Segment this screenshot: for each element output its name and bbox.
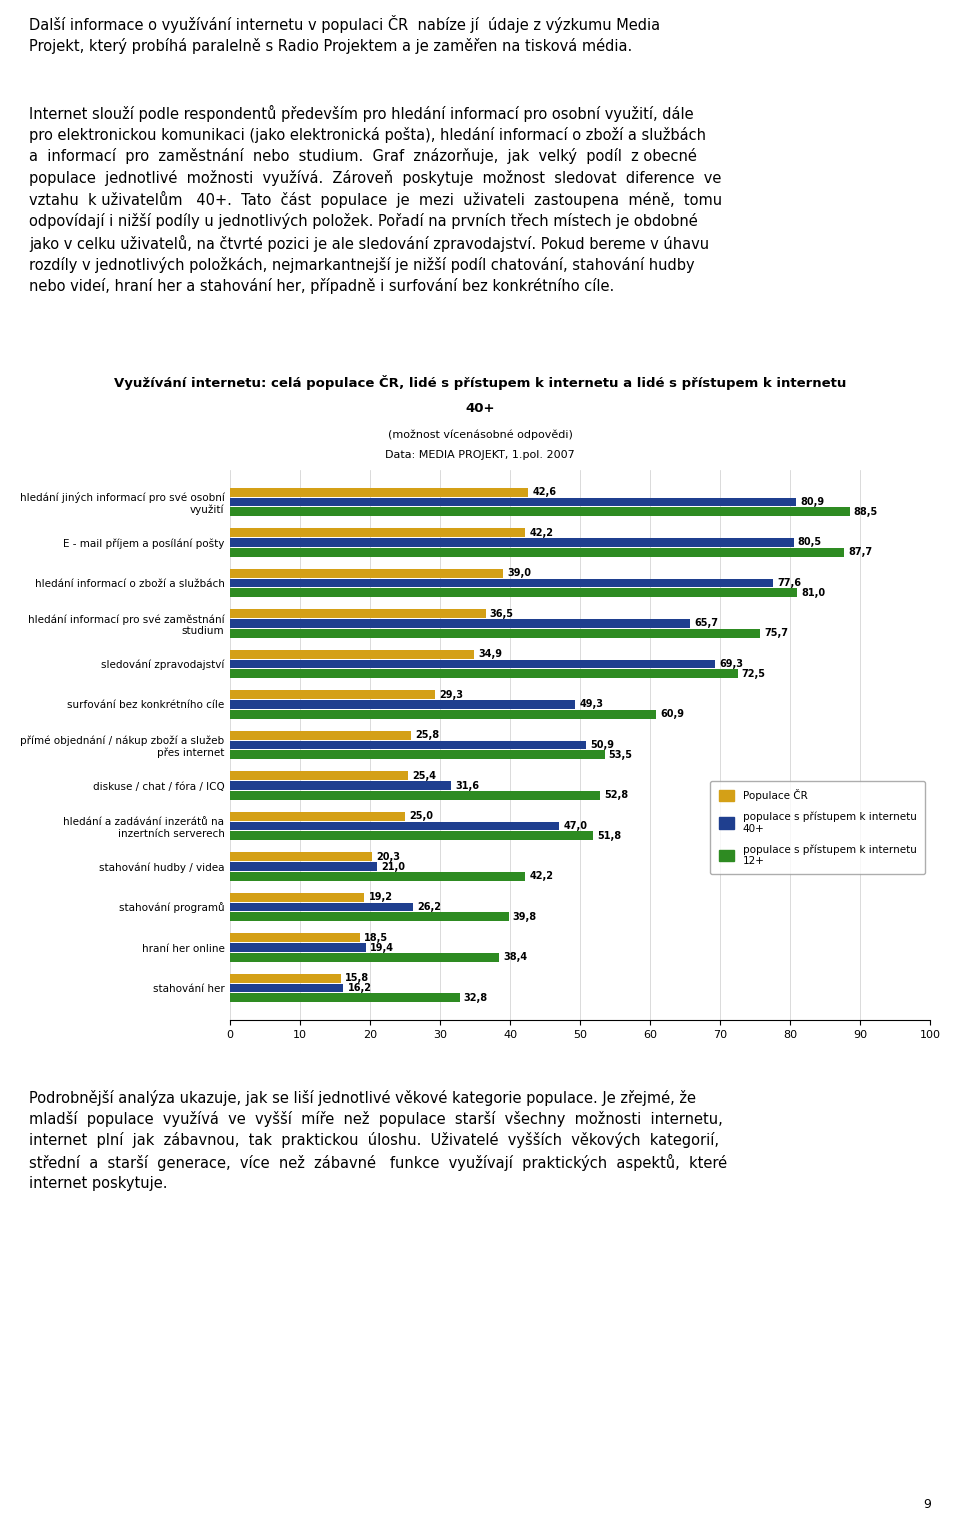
Bar — [230, 629, 760, 638]
Bar — [230, 943, 366, 952]
Text: 42,2: 42,2 — [530, 871, 554, 882]
Bar — [230, 812, 405, 821]
Text: 9: 9 — [924, 1497, 931, 1511]
Bar — [230, 740, 587, 749]
Bar — [230, 588, 797, 597]
Bar — [230, 579, 773, 588]
Bar — [230, 862, 377, 871]
Bar — [230, 487, 528, 496]
Text: 29,3: 29,3 — [440, 690, 464, 699]
Text: 49,3: 49,3 — [579, 699, 603, 710]
Text: 20,3: 20,3 — [376, 851, 400, 862]
Bar — [230, 973, 341, 982]
Text: 31,6: 31,6 — [455, 780, 479, 790]
Text: 18,5: 18,5 — [364, 932, 388, 943]
Bar — [230, 993, 460, 1002]
Bar — [230, 832, 592, 841]
Bar — [230, 690, 435, 699]
Text: Internet slouží podle respondentů především pro hledání informací pro osobní vyu: Internet slouží podle respondentů předev… — [29, 105, 722, 294]
Text: 51,8: 51,8 — [597, 830, 621, 841]
Bar — [230, 853, 372, 860]
Text: 19,2: 19,2 — [369, 892, 393, 902]
Text: 60,9: 60,9 — [660, 710, 684, 719]
Text: 53,5: 53,5 — [609, 749, 633, 760]
Text: 26,2: 26,2 — [418, 902, 442, 912]
Text: 65,7: 65,7 — [694, 618, 718, 629]
Bar — [230, 781, 451, 790]
Bar — [230, 821, 559, 830]
Text: 52,8: 52,8 — [604, 790, 628, 800]
Text: Data: MEDIA PROJEKT, 1.pol. 2007: Data: MEDIA PROJEKT, 1.pol. 2007 — [385, 449, 575, 460]
Text: 42,6: 42,6 — [533, 487, 557, 498]
Bar — [230, 507, 850, 516]
Bar — [230, 903, 414, 911]
Bar — [230, 953, 499, 961]
Bar — [230, 618, 690, 627]
Bar — [230, 548, 844, 557]
Text: 87,7: 87,7 — [848, 547, 873, 557]
Text: 69,3: 69,3 — [719, 659, 743, 669]
Bar — [230, 538, 794, 547]
Bar — [230, 659, 715, 669]
Text: 25,4: 25,4 — [412, 771, 436, 781]
Text: 42,2: 42,2 — [530, 528, 554, 538]
Bar — [230, 771, 408, 780]
Bar — [230, 609, 486, 618]
Text: 88,5: 88,5 — [853, 507, 878, 516]
Text: 19,4: 19,4 — [370, 943, 394, 952]
Text: 38,4: 38,4 — [503, 952, 527, 963]
Text: 40+: 40+ — [466, 402, 494, 414]
Bar — [230, 710, 657, 719]
Bar — [230, 669, 737, 678]
Text: Další informace o využívání internetu v populaci ČR  nabíze jí  údaje z výzkumu : Další informace o využívání internetu v … — [29, 15, 660, 55]
Bar — [230, 498, 796, 507]
Text: 34,9: 34,9 — [478, 649, 502, 659]
Text: 39,0: 39,0 — [507, 568, 531, 579]
Text: (možnost vícenásobné odpovědi): (možnost vícenásobné odpovědi) — [388, 429, 572, 440]
Text: 75,7: 75,7 — [764, 627, 788, 638]
Text: 81,0: 81,0 — [802, 588, 826, 597]
Legend: Populace ČR, populace s přístupem k internetu
40+, populace s přístupem k intern: Populace ČR, populace s přístupem k inte… — [710, 781, 924, 874]
Bar — [230, 528, 525, 538]
Text: 50,9: 50,9 — [590, 740, 614, 749]
Text: Podrobnější analýza ukazuje, jak se liší jednotlivé věkové kategorie populace. J: Podrobnější analýza ukazuje, jak se liší… — [29, 1090, 727, 1191]
Bar — [230, 892, 365, 902]
Bar — [230, 731, 411, 740]
Text: 72,5: 72,5 — [742, 669, 766, 679]
Text: 80,5: 80,5 — [798, 538, 822, 547]
Bar — [230, 790, 600, 800]
Text: 77,6: 77,6 — [778, 579, 802, 588]
Bar — [230, 912, 509, 921]
Text: Využívání internetu: celá populace ČR, lidé s přístupem k internetu a lidé s pří: Využívání internetu: celá populace ČR, l… — [114, 375, 846, 390]
Text: 21,0: 21,0 — [381, 862, 405, 871]
Bar — [230, 984, 344, 993]
Text: 25,0: 25,0 — [409, 812, 433, 821]
Bar — [230, 650, 474, 659]
Text: 32,8: 32,8 — [464, 993, 488, 1002]
Bar — [230, 934, 359, 943]
Bar — [230, 871, 525, 880]
Text: 25,8: 25,8 — [415, 731, 439, 740]
Text: 15,8: 15,8 — [345, 973, 369, 984]
Bar — [230, 751, 605, 758]
Text: 36,5: 36,5 — [490, 609, 514, 618]
Text: 47,0: 47,0 — [564, 821, 588, 832]
Bar — [230, 568, 503, 577]
Text: 16,2: 16,2 — [348, 982, 372, 993]
Bar — [230, 701, 575, 708]
Text: 80,9: 80,9 — [801, 496, 825, 507]
Text: 39,8: 39,8 — [513, 912, 537, 921]
